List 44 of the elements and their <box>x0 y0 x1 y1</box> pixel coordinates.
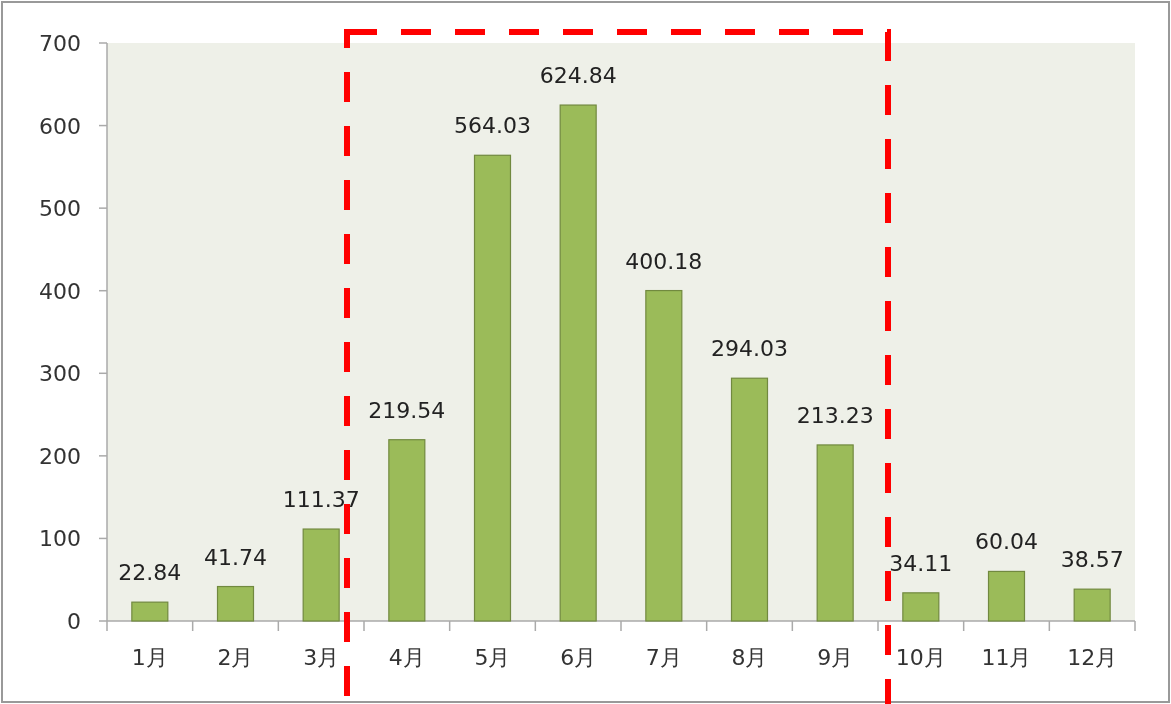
data-label: 38.57 <box>1060 547 1124 573</box>
bar <box>987 570 1026 622</box>
bar <box>1073 588 1111 622</box>
data-label: 111.37 <box>282 487 360 513</box>
x-tick-label: 5月 <box>474 645 511 670</box>
x-tick-label: 8月 <box>731 645 768 670</box>
bar <box>730 377 769 622</box>
data-label: 41.74 <box>204 544 267 570</box>
bar <box>902 592 940 622</box>
y-tick-label: 200 <box>39 443 81 469</box>
x-tick-label: 3月 <box>303 645 340 670</box>
y-tick-label: 300 <box>39 361 81 387</box>
x-tick-label: 11月 <box>981 645 1032 670</box>
y-tick-label: 500 <box>39 196 81 222</box>
bar <box>473 154 512 622</box>
x-tick-label: 2月 <box>217 645 254 670</box>
x-tick-label: 7月 <box>645 645 682 670</box>
y-tick-label: 100 <box>39 526 81 552</box>
data-label: 294.03 <box>711 336 788 362</box>
bar <box>645 289 683 622</box>
data-label: 624.84 <box>539 63 617 89</box>
x-tick-label: 12月 <box>1067 645 1118 670</box>
bar <box>216 585 255 622</box>
data-label: 22.84 <box>118 560 182 586</box>
bar <box>388 439 426 622</box>
data-label: 400.18 <box>625 248 703 274</box>
x-tick-label: 10月 <box>895 645 946 670</box>
data-label: 213.23 <box>796 402 874 428</box>
data-label: 34.11 <box>889 550 953 576</box>
x-tick-label: 1月 <box>131 645 168 670</box>
bar <box>302 528 340 622</box>
y-tick-label: 600 <box>39 113 81 139</box>
y-tick-label: 400 <box>39 278 81 304</box>
data-label: 564.03 <box>454 113 531 139</box>
bar <box>816 444 854 622</box>
data-label: 219.54 <box>368 397 446 423</box>
y-tick-label: 700 <box>39 31 81 56</box>
x-tick-label: 6月 <box>560 645 597 670</box>
data-label: 60.04 <box>975 529 1038 555</box>
bar <box>131 601 169 622</box>
x-tick-label: 9月 <box>817 645 854 670</box>
y-tick-label: 0 <box>67 609 81 634</box>
x-tick-label: 4月 <box>388 645 425 670</box>
bar <box>559 104 597 622</box>
